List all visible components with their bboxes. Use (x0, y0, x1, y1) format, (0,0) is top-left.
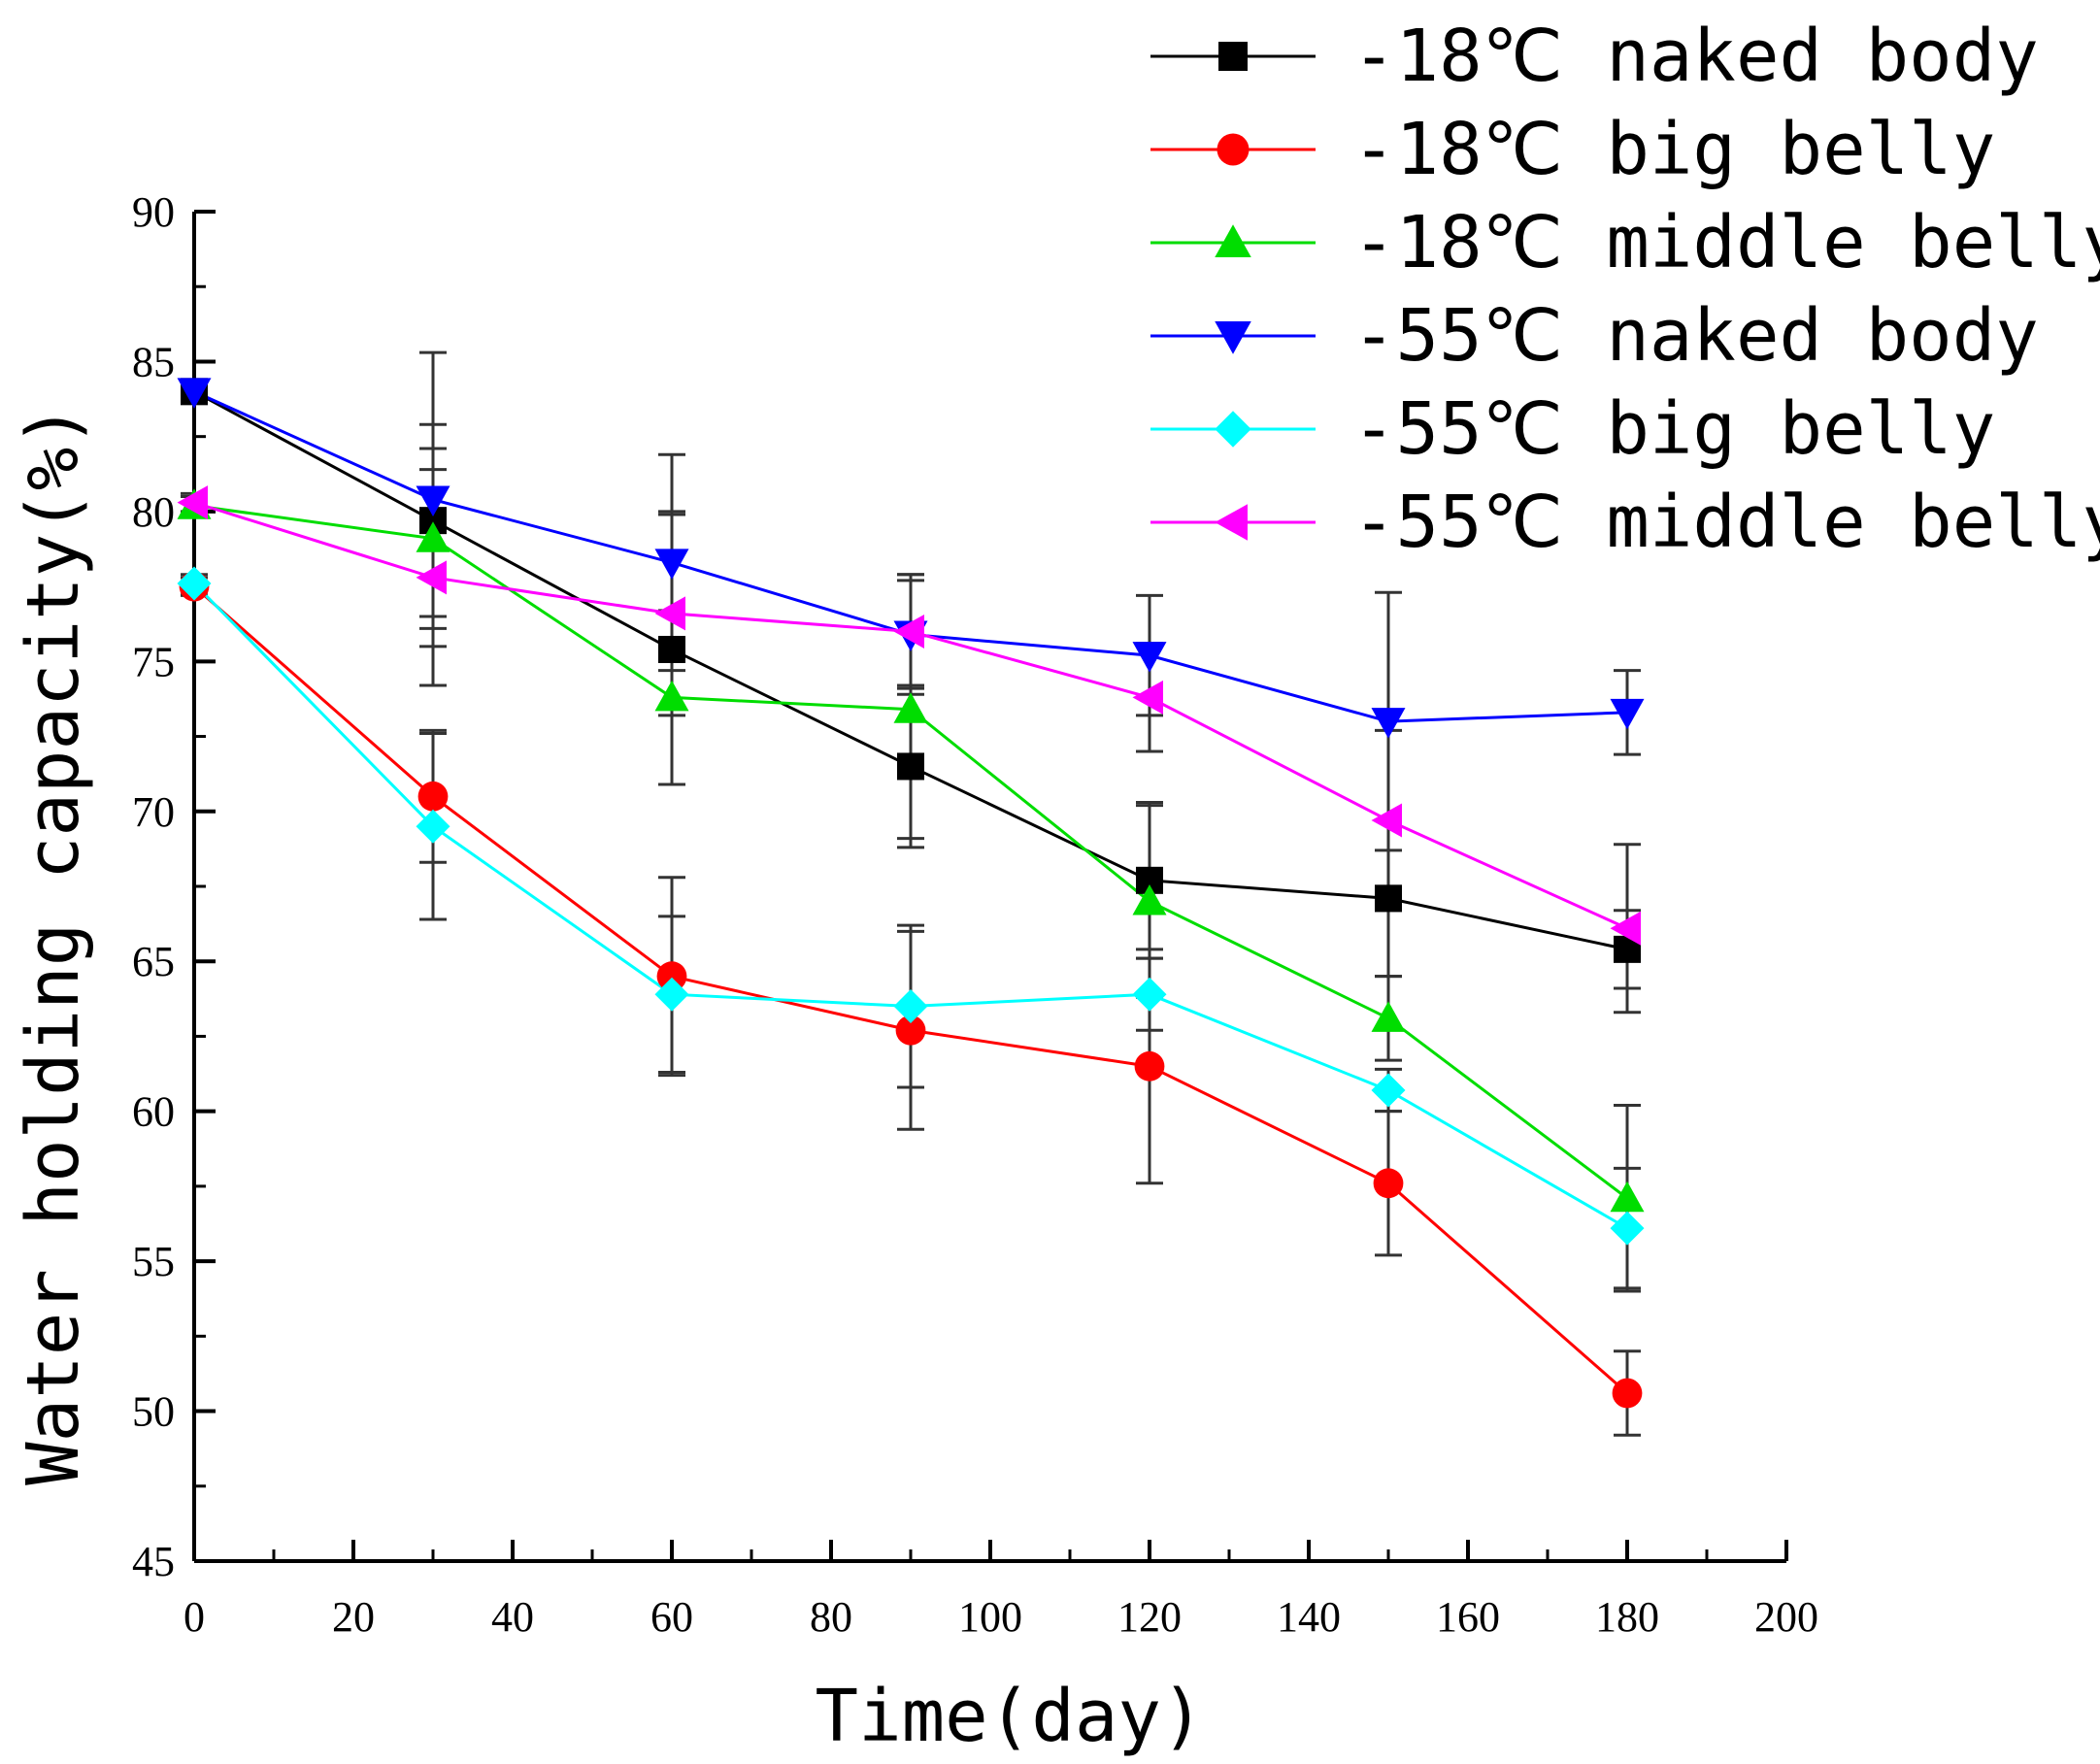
series-4-point (1371, 1073, 1406, 1108)
y-tick-label: 80 (132, 488, 175, 536)
x-tick-label: 180 (1595, 1593, 1659, 1641)
series-2-point (416, 521, 450, 552)
series-2-point (893, 692, 928, 723)
x-tick-label: 100 (958, 1593, 1022, 1641)
series-5-point (416, 560, 447, 595)
legend-marker-4 (1215, 411, 1251, 448)
series-2-point (1610, 1181, 1645, 1213)
series-0-point (897, 752, 924, 781)
legend-marker-3 (1215, 321, 1251, 354)
series-3-point (1610, 698, 1645, 730)
series-3-point (416, 485, 450, 517)
x-tick-label: 120 (1117, 1593, 1182, 1641)
series-1-point (1373, 1168, 1404, 1199)
series-4-point (416, 809, 450, 844)
series-4-point (893, 989, 928, 1024)
series-0-point (1375, 884, 1402, 913)
y-tick-label: 55 (132, 1238, 175, 1285)
series-1-point (656, 961, 687, 992)
series-0-point (658, 635, 685, 663)
x-tick-label: 20 (332, 1593, 375, 1641)
series-4-point (1132, 977, 1167, 1012)
legend-marker-0 (1218, 42, 1248, 71)
series-4-point (654, 977, 689, 1012)
series-1-point (1612, 1378, 1643, 1409)
legend-label-5: -55℃ middle belly (1352, 481, 2100, 564)
series-2-point (1371, 1001, 1406, 1032)
legend: -18℃ naked body -18℃ big belly -18℃ middle… (1150, 15, 2100, 564)
y-tick-label: 45 (132, 1538, 175, 1585)
series-4-point (177, 566, 212, 601)
series-3-point (177, 378, 212, 409)
series-5-point (177, 485, 208, 520)
series-1-point (895, 1015, 926, 1046)
legend-label-3: -55℃ naked body (1352, 294, 2039, 378)
series-5-point (654, 596, 685, 631)
y-tick-label: 65 (132, 938, 175, 985)
series-5-point (1610, 911, 1641, 946)
legend-label-4: -55℃ big belly (1352, 387, 1995, 471)
series-1-point (1134, 1050, 1165, 1082)
series-2-point (1132, 883, 1167, 915)
series-3-point (654, 549, 689, 580)
x-tick-label: 60 (650, 1593, 693, 1641)
y-tick-label: 70 (132, 788, 175, 836)
x-axis-title: Time(day) (816, 1675, 1205, 1758)
axes: 0 20 40 60 80 100 120 140 160 180 200 45 50 55 60 65 70 7… (132, 188, 1818, 1641)
y-tick-label: 50 (132, 1388, 175, 1436)
y-tick-label: 90 (132, 188, 175, 236)
x-tick-label: 160 (1436, 1593, 1500, 1641)
x-tick-label: 0 (183, 1593, 205, 1641)
series-5-point (893, 614, 924, 649)
legend-label-2: -18℃ middle belly (1352, 201, 2100, 284)
series-3-point (1371, 708, 1406, 739)
legend-label-0: -18℃ naked body (1352, 15, 2039, 98)
y-tick-label: 85 (132, 338, 175, 385)
x-tick-label: 200 (1754, 1593, 1818, 1641)
legend-marker-2 (1215, 224, 1251, 257)
series-markers (177, 378, 1645, 1409)
x-tick-label: 40 (491, 1593, 534, 1641)
series-1-point (417, 781, 449, 812)
series-3-point (1132, 642, 1167, 673)
y-tick-label: 60 (132, 1088, 175, 1136)
series-5-point (1371, 803, 1402, 838)
legend-label-1: -18℃ big belly (1352, 108, 1995, 191)
x-tick-label: 80 (810, 1593, 852, 1641)
y-axis-title: Water holding capacity(%) (12, 404, 95, 1485)
series-5-point (1132, 680, 1163, 715)
legend-marker-5 (1215, 504, 1248, 541)
x-tick-label: 140 (1277, 1593, 1341, 1641)
series-2-point (654, 680, 689, 712)
series-4-point (1610, 1211, 1645, 1246)
legend-marker-1 (1217, 133, 1250, 166)
y-tick-label: 75 (132, 638, 175, 685)
